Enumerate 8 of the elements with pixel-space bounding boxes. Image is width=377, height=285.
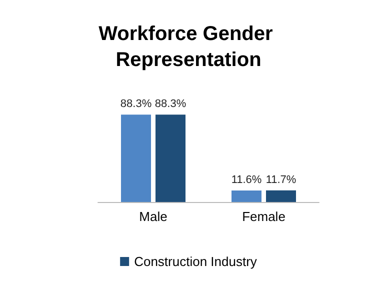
chart-title: Workforce Gender Representation (98, 23, 278, 71)
data-label: 11.7% (266, 174, 296, 186)
x-tick-label: Male (139, 209, 168, 224)
data-label: 88.3% (120, 98, 152, 110)
legend-label: Construction Industry (134, 254, 258, 269)
data-label: 88.3% (154, 98, 186, 110)
x-tick-label: Female (242, 209, 286, 224)
data-label: 11.6% (231, 174, 262, 186)
